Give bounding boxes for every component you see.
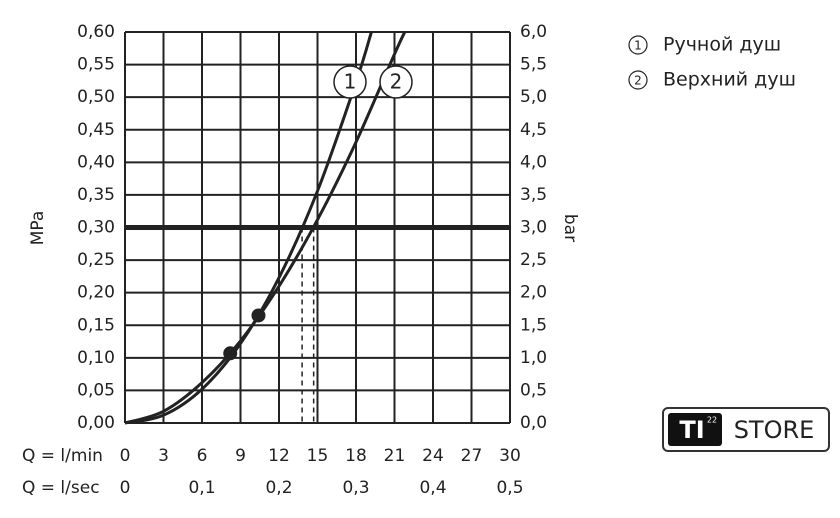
- x2-tick-label: 0,1: [188, 478, 215, 498]
- x-tick-label: 15: [307, 446, 329, 466]
- x-tick-label: 12: [268, 446, 290, 466]
- x-tick-label: 27: [461, 446, 483, 466]
- y2-tick-label: 0,5: [520, 380, 547, 400]
- curve-label-circle: [333, 65, 367, 99]
- y2-tick-label: 5,0: [520, 87, 547, 107]
- x2-axis-label: Q = l/sec: [22, 478, 100, 498]
- x2-tick-label: 0: [120, 478, 131, 498]
- x-tick-label: 6: [197, 446, 208, 466]
- legend-circle: [628, 70, 648, 90]
- x2-tick-label: 0,2: [265, 478, 292, 498]
- logo-brand: TI: [679, 416, 704, 444]
- x-axis-label: Q = l/min: [22, 446, 103, 466]
- y-tick-label: 0,60: [77, 22, 115, 42]
- y-tick-label: 0,55: [77, 55, 115, 75]
- y-tick-label: 0,35: [77, 185, 115, 205]
- y2-tick-label: 3,5: [520, 185, 547, 205]
- y-tick-label: 0,50: [77, 87, 115, 107]
- logo-text: STORE: [734, 416, 815, 444]
- x-tick-label: 3: [158, 446, 169, 466]
- y2-tick-label: 0,0: [520, 413, 547, 433]
- x-tick-label: 18: [345, 446, 367, 466]
- logo-box: [668, 413, 722, 446]
- x-tick-label: 30: [499, 446, 521, 466]
- x-tick-label: 0: [120, 446, 131, 466]
- legend-number: 1: [634, 39, 642, 53]
- logo-frame: [662, 407, 830, 452]
- y-axis-label: MPa: [28, 211, 48, 246]
- y2-axis-label: bar: [560, 214, 580, 242]
- y2-tick-label: 6,0: [520, 22, 547, 42]
- legend-label: Верхний душ: [663, 69, 796, 91]
- y2-tick-label: 2,0: [520, 283, 547, 303]
- legend-circle: [628, 35, 648, 55]
- y-tick-label: 0,05: [77, 380, 115, 400]
- y2-tick-label: 1,0: [520, 348, 547, 368]
- y-tick-label: 0,25: [77, 250, 115, 270]
- point: [223, 346, 238, 361]
- y2-tick-label: 4,5: [520, 120, 547, 140]
- y-tick-label: 0,15: [77, 315, 115, 335]
- y-tick-label: 0,20: [77, 283, 115, 303]
- x-tick-label: 21: [384, 446, 406, 466]
- legend-number: 2: [634, 74, 642, 88]
- y-tick-label: 0,00: [77, 413, 115, 433]
- x2-tick-label: 0,3: [342, 478, 369, 498]
- x2-tick-label: 0,4: [419, 478, 446, 498]
- x-tick-label: 9: [235, 446, 246, 466]
- y2-tick-label: 5,5: [520, 55, 547, 75]
- y2-tick-label: 1,5: [520, 315, 547, 335]
- legend-label: Ручной душ: [663, 34, 781, 56]
- curve-label: 1: [344, 70, 357, 94]
- y2-tick-label: 2,5: [520, 250, 547, 270]
- curve-label-circle: [379, 65, 413, 99]
- y-tick-label: 0,45: [77, 120, 115, 140]
- logo-number: 22: [707, 416, 717, 425]
- y-tick-label: 0,10: [77, 348, 115, 368]
- curve-label: 2: [390, 70, 403, 94]
- y2-tick-label: 3,0: [520, 218, 547, 238]
- y-tick-label: 0,40: [77, 152, 115, 172]
- y-tick-label: 0,30: [77, 218, 115, 238]
- y2-tick-label: 4,0: [520, 152, 547, 172]
- x2-tick-label: 0,5: [496, 478, 523, 498]
- x-tick-label: 24: [422, 446, 444, 466]
